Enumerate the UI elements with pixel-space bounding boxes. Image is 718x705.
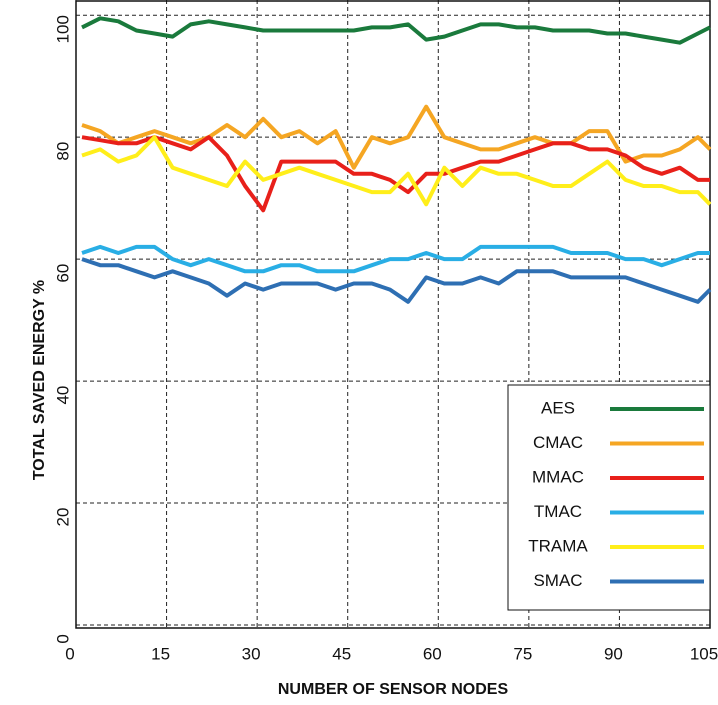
x-tick-label: 15 [151,644,170,663]
series-line [81,135,710,213]
series-line [81,104,712,170]
legend-box [507,384,711,611]
legend-label: CMAC [533,433,583,452]
x-tick-label: 75 [513,644,532,663]
x-tick-label: 90 [604,644,623,663]
y-tick-label: 0 [53,634,72,643]
x-axis-title: NUMBER OF SENSOR NODES [278,681,509,698]
series-line [81,16,711,45]
x-tick-label: 30 [242,644,261,663]
series-line [81,135,712,207]
y-axis-title: TOTAL SAVED ENERGY % [31,280,48,480]
series-line [81,244,710,274]
x-tick-label: 105 [690,644,718,663]
plot-border [75,0,711,629]
series-line [81,257,712,304]
y-tick-label: 80 [53,142,72,161]
legend-label: SMAC [533,571,582,590]
legend-label: AES [541,398,575,417]
legend-label: MMAC [532,467,584,486]
x-tick-label: 45 [332,644,351,663]
legend-label: TRAMA [528,536,588,555]
legend-label: TMAC [534,502,582,521]
y-tick-label: 20 [53,508,72,527]
x-tick-label: 0 [65,644,74,663]
y-tick-label: 60 [53,264,72,283]
y-tick-label: 40 [53,386,72,405]
x-tick-label: 60 [423,644,442,663]
y-tick-label: 100 [53,15,72,43]
